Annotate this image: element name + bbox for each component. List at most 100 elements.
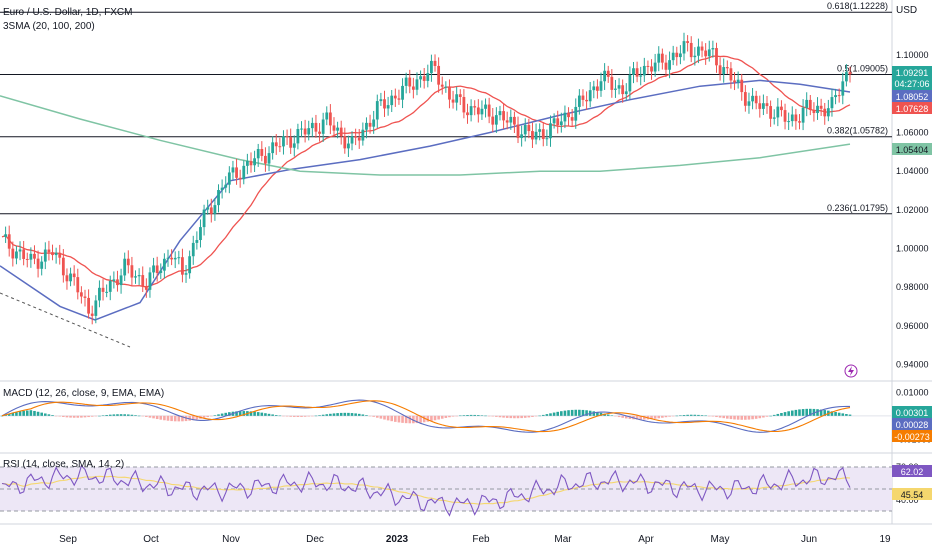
candle-body <box>310 122 314 129</box>
price-badge-sma100-text: 1.08052 <box>896 92 929 102</box>
macd-hist-bar <box>372 415 375 417</box>
candle <box>484 98 487 118</box>
macd-hist-bar <box>541 414 545 416</box>
time-tick-label: Nov <box>222 534 240 545</box>
candle-body <box>552 118 556 124</box>
candle-body <box>491 116 495 125</box>
candle-body <box>440 84 444 87</box>
candle <box>404 72 408 94</box>
candle-body <box>328 112 332 126</box>
macd-hist-bar <box>700 415 704 416</box>
signal-line[interactable] <box>1 400 851 433</box>
candle-body <box>188 256 192 274</box>
candle <box>61 249 65 283</box>
macd-hist-bar <box>379 415 383 419</box>
time-tick-label: 19 <box>879 534 891 545</box>
candle-body <box>704 50 708 57</box>
candle-body <box>830 97 834 109</box>
candle <box>213 198 217 221</box>
candle-body <box>693 55 697 58</box>
candle-body <box>596 86 599 91</box>
candle <box>671 45 675 66</box>
macd-hist-bar <box>155 415 159 420</box>
sma-100-line[interactable] <box>0 79 851 321</box>
candle-body <box>841 81 845 96</box>
candle <box>487 97 491 124</box>
candle <box>422 67 426 89</box>
candle-body <box>722 67 726 75</box>
candle-body <box>11 248 15 259</box>
candle-body <box>282 136 285 147</box>
macd-hist-bar <box>812 408 816 416</box>
candle <box>137 268 141 285</box>
candle <box>238 169 242 188</box>
sma-legend: 3SMA (20, 100, 200) <box>3 21 95 32</box>
candle-body <box>480 108 484 115</box>
candle <box>491 107 495 133</box>
candle-body <box>574 106 578 121</box>
candle <box>534 123 538 145</box>
candle <box>646 60 650 74</box>
sma-20-line[interactable] <box>1 55 851 288</box>
candle-body <box>834 95 837 98</box>
macd-hist-bar <box>119 414 123 416</box>
candle-body <box>733 80 736 83</box>
macd-hist-bar <box>740 415 744 420</box>
candle-body <box>245 161 249 166</box>
macd-hist-bar <box>531 415 534 417</box>
macd-hist-bar <box>285 415 289 417</box>
candle-body <box>718 65 722 75</box>
macd-hist-bar <box>90 415 94 417</box>
candle-body <box>642 65 646 76</box>
candle <box>466 103 469 124</box>
macd-hist-bar <box>343 412 347 416</box>
candle <box>700 41 704 58</box>
candle-body <box>538 129 542 132</box>
price-tick-label: 0.98000 <box>896 282 929 292</box>
macd-hist-bar <box>217 414 220 416</box>
candle-body <box>61 257 65 276</box>
macd-hist-bar <box>729 415 733 420</box>
candle-body <box>278 146 282 148</box>
macd-hist-bar <box>181 415 184 422</box>
candle <box>372 110 376 134</box>
candle-body <box>314 122 318 132</box>
candle-body <box>289 137 293 148</box>
time-tick-label: Oct <box>143 534 159 545</box>
candle <box>513 111 516 134</box>
candle-body <box>112 279 116 281</box>
candle-body <box>606 70 610 77</box>
candle <box>455 86 459 111</box>
candle <box>660 48 664 70</box>
candle <box>383 90 386 117</box>
candle-body <box>40 261 44 269</box>
rsi-ma-line[interactable] <box>1 475 851 505</box>
candle-body <box>751 95 754 102</box>
candle <box>740 73 744 101</box>
candle-body <box>747 101 751 106</box>
macd-hist-bar <box>534 415 538 417</box>
macd-hist-bar <box>253 411 256 416</box>
candle-body <box>300 128 303 130</box>
macd-hist-bar <box>177 415 181 422</box>
candle <box>592 80 596 99</box>
candle-body <box>22 249 26 259</box>
candle-body <box>332 125 336 131</box>
macd-hist-bar <box>354 413 357 416</box>
macd-hist-bar <box>311 415 314 417</box>
macd-hist-bar <box>433 415 437 421</box>
candle-body <box>426 73 430 81</box>
candle-body <box>98 287 101 301</box>
candle-body <box>141 275 145 287</box>
macd-hist-bar <box>448 415 451 418</box>
sma-200-line[interactable] <box>0 95 851 176</box>
rsi-line[interactable] <box>1 464 851 517</box>
candle <box>430 54 433 82</box>
candle-body <box>422 76 426 81</box>
candle <box>780 100 783 117</box>
candle <box>7 225 11 257</box>
candle-body <box>390 95 394 106</box>
candle <box>758 95 762 118</box>
candle <box>617 78 621 95</box>
candle <box>415 72 419 96</box>
